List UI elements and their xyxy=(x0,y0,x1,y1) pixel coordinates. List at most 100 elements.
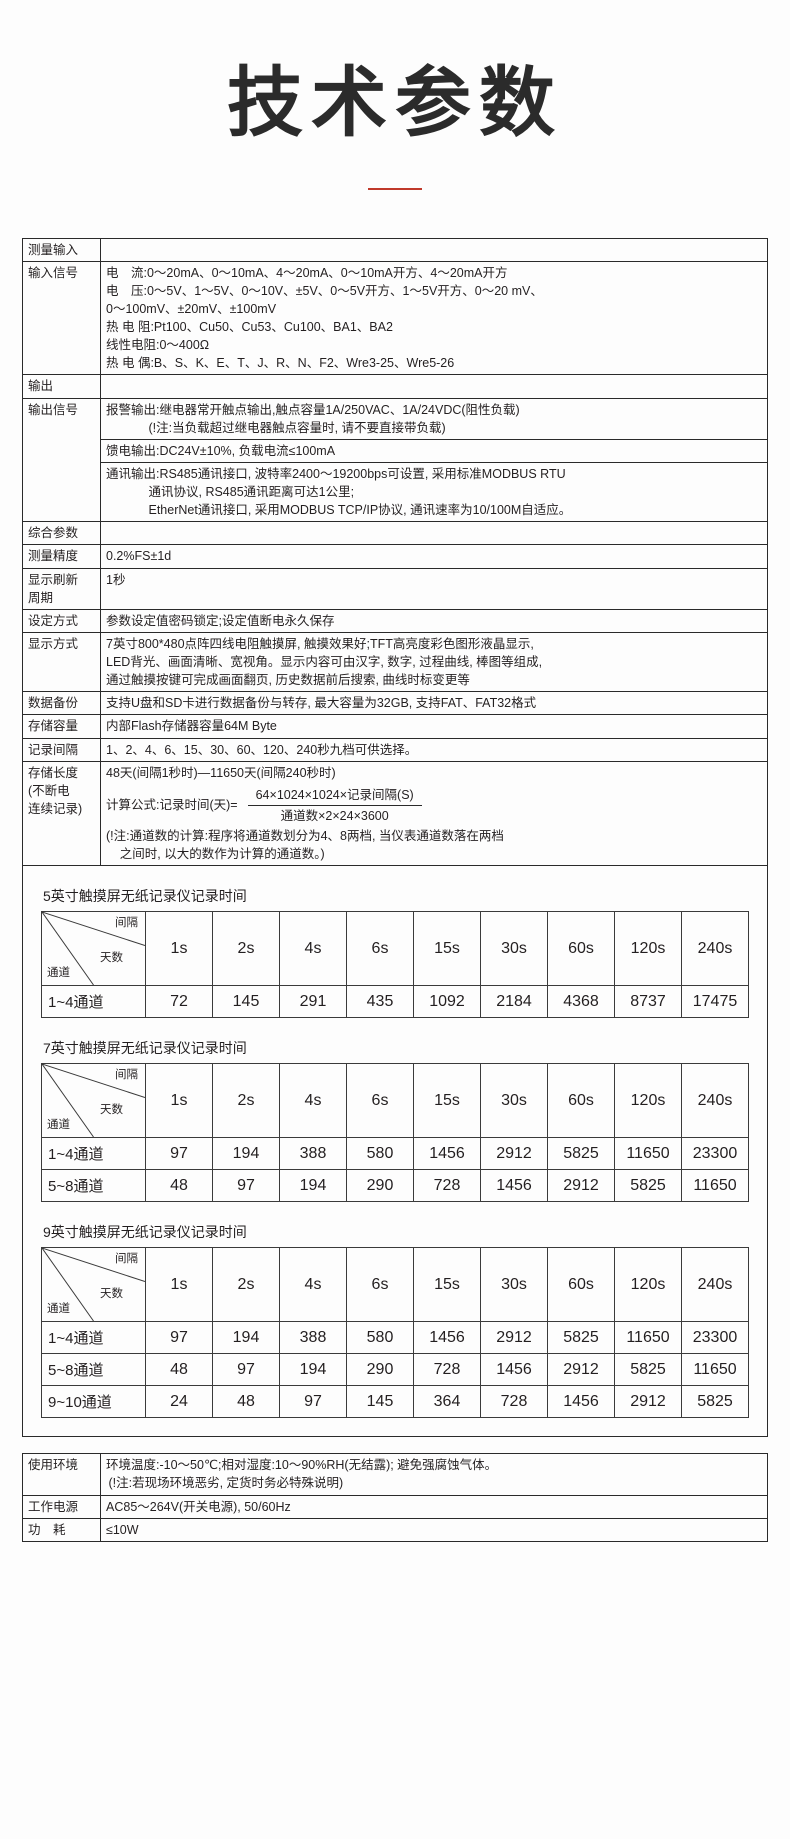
corner-label-interval: 间隔 xyxy=(115,917,138,930)
record-table-cell: 1456 xyxy=(413,1137,481,1171)
specification-table-wrapper: 测量输入 输入信号电 流:0～20mA、0～10mA、4～20mA、0～10mA… xyxy=(22,237,768,867)
record-table-row-header: 1~4通道 xyxy=(41,1321,146,1355)
record-table-column-header: 120s xyxy=(614,1063,682,1139)
record-table-column-header: 15s xyxy=(413,1063,481,1139)
record-table-cell: 5825 xyxy=(681,1385,749,1419)
record-table-cell: 5825 xyxy=(547,1137,615,1171)
storage-length-label-line: 连续记录) xyxy=(28,801,83,816)
spec-row-value: 内部Flash存储器容量64M Byte xyxy=(100,714,768,739)
environment-row: 使用环境 环境温度:-10～50℃;相对湿度:10～90%RH(无结露); 避免强… xyxy=(22,1453,768,1496)
record-table-cell: 145 xyxy=(346,1385,414,1419)
record-table-column-header: 60s xyxy=(547,911,615,987)
spec-row: 测量精度 0.2%FS±1d xyxy=(22,544,768,569)
spec-line: 支持U盘和SD卡进行数据备份与转存, 最大容量为32GB, 支持FAT、FAT3… xyxy=(106,696,537,711)
record-table-cell: 4368 xyxy=(547,985,615,1019)
record-time-table: 间隔 天数 通道 1s 2s 4s 6s 15s 30s 60s 120s 240s 1~4通道 97 19… xyxy=(41,1063,749,1203)
record-table-header-row: 间隔 天数 通道 1s 2s 4s 6s 15s 30s 60s 120s 240s xyxy=(41,911,749,987)
record-table-cell: 2912 xyxy=(614,1385,682,1419)
record-table-cell: 290 xyxy=(346,1353,414,1387)
storage-length-range: 48天(间隔1秒时)—11650天(间隔240秒时) xyxy=(106,765,336,780)
spec-section-label: 输出 xyxy=(22,374,101,399)
record-table-cell: 194 xyxy=(212,1321,280,1355)
record-table-column-header: 1s xyxy=(145,1247,213,1323)
record-table-column-header: 4s xyxy=(279,911,347,987)
storage-length-label-line: 存储长度 xyxy=(28,765,79,780)
spec-row: 记录间隔 1、2、4、6、15、30、60、120、240秒九档可供选择。 xyxy=(22,737,768,762)
record-table-cell: 5825 xyxy=(547,1321,615,1355)
spec-line: 线性电阻:0～400Ω xyxy=(106,338,210,353)
storage-length-value: 48天(间隔1秒时)—11650天(间隔240秒时) 计算公式:记录时间(天)= 6… xyxy=(100,760,768,867)
spec-row-label: 输出信号 xyxy=(22,397,101,523)
spec-row: 输出信号 报警输出:继电器常开触点输出,触点容量1A/250VAC、1A/24VD… xyxy=(22,397,768,523)
spec-line: 1秒 xyxy=(106,572,126,587)
record-table-cell: 5825 xyxy=(614,1353,682,1387)
record-table-row-header: 5~8通道 xyxy=(41,1169,146,1203)
record-table-cell: 97 xyxy=(279,1385,347,1419)
corner-diagonal-lines xyxy=(42,912,145,986)
spec-line: 通讯协议, RS485通讯距离可达1公里; xyxy=(148,485,355,500)
storage-length-note-line: 之间时, 以大的数作为计算的通道数。) xyxy=(119,847,325,862)
spec-line: 内部Flash存储器容量64M Byte xyxy=(106,719,277,734)
record-table-cell: 48 xyxy=(212,1385,280,1419)
environment-row: 功 耗 ≤10W xyxy=(22,1517,768,1542)
record-table-cell: 24 xyxy=(145,1385,213,1419)
spec-row-value: 报警输出:继电器常开触点输出,触点容量1A/250VAC、1A/24VDC(阻性… xyxy=(100,397,768,523)
record-table-row: 5~8通道 48 97 194 290 728 1456 2912 5825 11650 xyxy=(41,1353,749,1387)
environment-line: AC85～264V(开关电源), 50/60Hz xyxy=(106,1499,291,1514)
record-table-cell: 48 xyxy=(145,1353,213,1387)
spec-row-label: 记录间隔 xyxy=(22,737,101,762)
storage-length-label-line: (不断电 xyxy=(28,783,70,798)
record-table-cell: 17475 xyxy=(681,985,749,1019)
spec-line: 报警输出:继电器常开触点输出,触点容量1A/250VAC、1A/24VDC(阻性… xyxy=(106,402,520,417)
record-table-column-header: 4s xyxy=(279,1063,347,1139)
record-table-column-header: 6s xyxy=(346,911,414,987)
corner-label-interval: 间隔 xyxy=(115,1069,138,1082)
spec-row: 输入信号电 流:0～20mA、0～10mA、4～20mA、0～10mA开方、4～… xyxy=(22,260,768,376)
record-table-column-header: 120s xyxy=(614,1247,682,1323)
environment-line: 环境温度:-10～50℃;相对湿度:10～90%RH(无结露); 避免强腐蚀气体… xyxy=(106,1458,498,1473)
record-table-cell: 97 xyxy=(145,1137,213,1171)
corner-label-channel: 通道 xyxy=(47,966,70,979)
record-table-cell: 48 xyxy=(145,1169,213,1203)
storage-length-note-line: (!注:通道数的计算:程序将通道数划分为4、8两档, 当仪表通道数落在两档 xyxy=(106,829,504,844)
spec-row-value: 电 流:0～20mA、0～10mA、4～20mA、0～10mA开方、4～20mA… xyxy=(100,260,768,376)
spec-line: 参数设定值密码锁定;设定值断电永久保存 xyxy=(106,613,335,628)
spec-section-row: 测量输入 xyxy=(22,237,768,262)
record-table-cell: 580 xyxy=(346,1137,414,1171)
spec-section-row: 综合参数 xyxy=(22,521,768,546)
record-table-cell: 2912 xyxy=(547,1169,615,1203)
record-table-cell: 23300 xyxy=(681,1137,749,1171)
record-table-cell: 1092 xyxy=(413,985,481,1019)
corner-label-days: 天数 xyxy=(100,1103,123,1116)
record-table-cell: 1456 xyxy=(480,1169,548,1203)
record-table-column-header: 240s xyxy=(681,1063,749,1139)
record-table-column-header: 2s xyxy=(212,1247,280,1323)
record-table-cell: 435 xyxy=(346,985,414,1019)
record-table-cell: 145 xyxy=(212,985,280,1019)
spec-row-label: 测量精度 xyxy=(22,544,101,569)
record-table-cell: 290 xyxy=(346,1169,414,1203)
corner-label-channel: 通道 xyxy=(47,1302,70,1315)
record-table-cell: 580 xyxy=(346,1321,414,1355)
record-table-column-header: 240s xyxy=(681,1247,749,1323)
record-table-column-header: 240s xyxy=(681,911,749,987)
spec-line: 通讯输出:RS485通讯接口, 波特率2400～19200bps可设置, 采用标… xyxy=(106,466,566,481)
environment-table-wrapper: 使用环境 环境温度:-10～50℃;相对湿度:10～90%RH(无结露); 避免强… xyxy=(22,1453,768,1542)
record-table-cell: 194 xyxy=(279,1353,347,1387)
record-table-cell: 2184 xyxy=(480,985,548,1019)
record-table-cell: 1456 xyxy=(413,1321,481,1355)
environment-line: ≤10W xyxy=(106,1522,139,1537)
specification-table: 测量输入 输入信号电 流:0～20mA、0～10mA、4～20mA、0～10mA… xyxy=(22,237,768,867)
record-table-column-header: 30s xyxy=(480,911,548,987)
specification-body: 测量输入 输入信号电 流:0～20mA、0～10mA、4～20mA、0～10mA… xyxy=(22,237,768,867)
record-table-row: 5~8通道 48 97 194 290 728 1456 2912 5825 11650 xyxy=(41,1169,749,1203)
storage-length-row: 存储长度 (不断电连续记录) 48天(间隔1秒时)—11650天(间隔240秒时) 计… xyxy=(22,760,768,867)
environment-row-label: 功 耗 xyxy=(22,1517,101,1542)
spec-subrow: 报警输出:继电器常开触点输出,触点容量1A/250VAC、1A/24VDC(阻性… xyxy=(101,399,767,439)
record-table-column-header: 1s xyxy=(145,911,213,987)
environment-row-label: 工作电源 xyxy=(22,1494,101,1519)
environment-row-value: ≤10W xyxy=(100,1517,768,1542)
record-table-row: 9~10通道 24 48 97 145 364 728 1456 2912 5825 xyxy=(41,1385,749,1419)
record-table-row: 1~4通道 97 194 388 580 1456 2912 5825 11650 23300 xyxy=(41,1137,749,1171)
record-table-cell: 11650 xyxy=(614,1137,682,1171)
